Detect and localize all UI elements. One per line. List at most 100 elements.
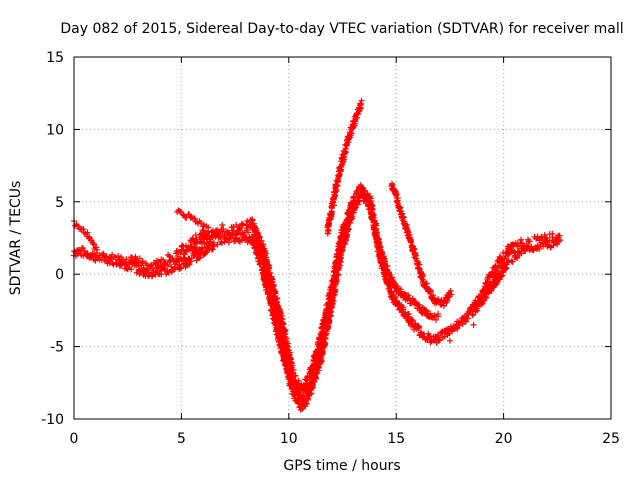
data-point-marker [556,232,563,239]
data-point-marker [446,337,453,344]
x-tick-label: 15 [387,431,405,447]
data-point-marker [480,298,487,305]
data-point-marker [187,258,194,265]
data-point-marker [324,325,331,332]
data-point-marker [328,304,335,311]
data-point-marker [313,370,320,377]
data-point-marker [427,332,434,339]
y-tick-label: -10 [41,412,64,428]
data-point-marker [355,198,362,205]
data-point-marker [427,288,434,295]
data-point-marker [456,322,463,329]
data-point-marker [422,307,429,314]
data-point-marker [330,297,337,304]
data-point-marker [188,214,195,221]
data-point-marker [397,286,404,293]
data-point-marker [437,298,444,305]
data-point-marker [209,246,216,253]
data-point-marker [123,256,130,263]
data-point-marker [193,240,200,247]
data-point-marker [352,118,359,125]
data-point-marker [357,105,364,112]
data-point-marker [149,272,156,279]
data-point-marker [177,265,184,272]
data-point-marker [94,246,101,253]
data-point-marker [469,312,476,319]
data-point-marker [292,372,299,379]
data-point-marker [499,272,506,279]
data-point-marker [501,255,508,262]
data-point-marker [168,263,175,270]
data-point-marker [219,221,226,228]
data-point-marker [103,253,110,260]
data-point-marker [364,190,371,197]
data-point-marker [389,290,396,297]
y-tick-label: 15 [46,50,64,66]
data-point-marker [470,321,477,328]
data-point-marker [188,255,195,262]
data-point-marker [295,377,302,384]
data-point-marker [487,272,494,279]
data-point-marker [405,292,412,299]
data-point-marker [426,288,433,295]
data-point-marker [366,194,373,201]
data-point-marker [236,225,243,232]
data-point-marker [305,396,312,403]
x-tick-label: 0 [70,431,79,447]
data-point-marker [203,223,210,230]
data-point-marker [214,241,221,248]
data-point-marker [345,225,352,232]
data-point-marker [191,215,198,222]
data-point-marker [386,269,393,276]
data-point-marker [303,400,310,407]
y-tick-label: -5 [50,340,64,356]
data-point-marker [358,97,365,104]
data-point-marker [360,187,367,194]
data-point-marker [514,255,521,262]
data-point-marker [347,219,354,226]
grid-layer [74,57,611,419]
data-point-marker [335,272,342,279]
data-point-marker [554,241,561,248]
x-tick-label: 25 [602,431,620,447]
data-point-marker [205,228,212,235]
data-point-marker [345,226,352,233]
data-point-marker [128,266,135,273]
data-point-marker [453,324,460,331]
data-point-marker [225,239,232,246]
data-point-marker [152,271,159,278]
data-point-marker [192,232,199,239]
data-point-marker [115,253,122,260]
data-point-marker [415,325,422,332]
data-point-marker [277,309,284,316]
data-point-marker [454,325,461,332]
data-point-marker [274,295,281,302]
data-point-marker [394,200,401,207]
y-tick-label: 0 [55,267,64,283]
data-point-marker [211,243,218,250]
data-layer [70,97,564,413]
data-point-marker [310,384,317,391]
data-point-marker [522,248,529,255]
data-point-marker [278,312,285,319]
data-point-marker [185,246,192,253]
data-point-marker [370,211,377,218]
data-point-marker [244,218,251,225]
x-axis-label: GPS time / hours [283,458,400,474]
y-tick-label: 5 [55,195,64,211]
data-point-marker [400,306,407,313]
data-point-marker [496,276,503,283]
data-point-marker [536,245,543,252]
data-point-marker [427,310,434,317]
data-point-marker [322,341,329,348]
data-point-marker [332,186,339,193]
data-point-marker [352,204,359,211]
data-point-marker [304,377,311,384]
data-point-marker [547,244,554,251]
data-point-marker [332,191,339,198]
y-tick-label: 10 [46,122,64,138]
data-point-marker [435,310,442,317]
data-point-marker [518,236,525,243]
data-point-marker [337,258,344,265]
